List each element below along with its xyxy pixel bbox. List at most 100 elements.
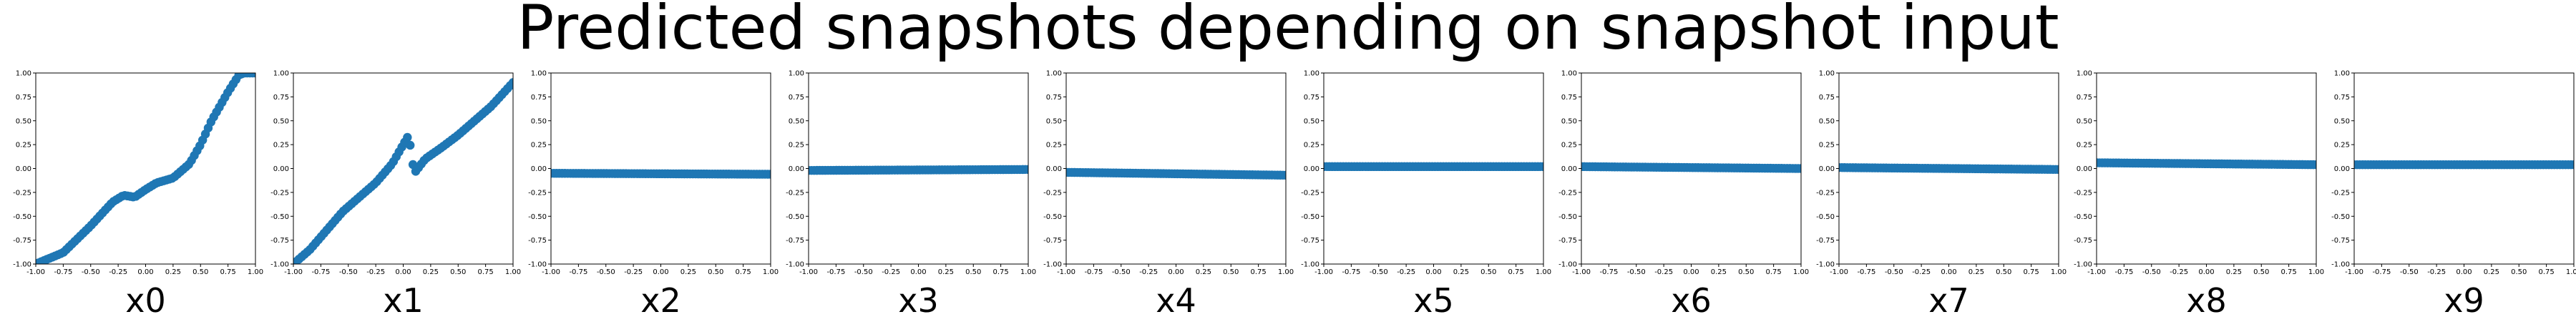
x-tick-label: -1.00 (542, 268, 560, 276)
x-tick-label: 1.00 (763, 268, 779, 276)
x-tick-label: -1.00 (1314, 268, 1333, 276)
y-tick-label: 0.25 (273, 142, 289, 150)
y-tick-label: -0.25 (1043, 189, 1062, 197)
y-tick-label: -1.00 (1043, 261, 1062, 269)
y-tick-label: 0.50 (1304, 117, 1319, 125)
x-tick-label: 0.50 (2253, 268, 2269, 276)
y-tick-label: 0.00 (789, 165, 804, 173)
subplot-x9: -1.00 -0.75 -0.50 -0.25 0.00 0.25 0.50 0.75 1.00… (2331, 70, 2576, 321)
y-tick-label: 0.25 (789, 142, 804, 150)
x-tick-label: 0.00 (137, 268, 153, 276)
y-tick-label: 0.75 (1819, 94, 1835, 102)
x-tick-label: 0.50 (1996, 268, 2011, 276)
subplot-x8: -1.00 -0.75 -0.50 -0.25 0.00 0.25 0.50 0.75 1.00… (2074, 70, 2324, 321)
x-tick-label: 0.75 (735, 268, 751, 276)
scatter-series (1066, 167, 1286, 180)
y-tick-label: 1.00 (2077, 70, 2092, 78)
x-tick-label: 1.00 (1020, 268, 1036, 276)
y-tick-label: 1.00 (531, 70, 547, 78)
x-tick-label: -1.00 (1830, 268, 1848, 276)
y-tick-label: -1.00 (2074, 261, 2092, 269)
x-tick-label: -0.25 (624, 268, 643, 276)
x-tick-label: 0.75 (477, 268, 493, 276)
x-tick-label: 0.00 (910, 268, 926, 276)
y-tick-label: -1.00 (270, 261, 289, 269)
y-tick-label: 0.00 (1819, 165, 1835, 173)
x-tick-label: 0.00 (1425, 268, 1441, 276)
data-point (2311, 160, 2316, 170)
x-tick-label: -0.75 (569, 268, 587, 276)
y-tick-label: -0.50 (528, 213, 547, 221)
y-tick-label: 0.75 (789, 94, 804, 102)
x-tick-label: 0.50 (192, 268, 208, 276)
y-tick-label: 0.50 (273, 117, 289, 125)
x-tick-label: -1.00 (799, 268, 818, 276)
y-tick-label: 0.00 (16, 165, 31, 173)
y-tick-label: 0.75 (1561, 94, 1577, 102)
x-tick-label: 0.00 (395, 268, 411, 276)
data-point (1538, 162, 1543, 172)
x-axis-label: x1 (383, 281, 424, 320)
x-tick-label: 0.50 (965, 268, 981, 276)
x-tick-label: -0.50 (1370, 268, 1388, 276)
y-tick-label: -0.25 (528, 189, 547, 197)
scatter-series (1839, 162, 2059, 175)
y-tick-label: -0.75 (1816, 237, 1835, 245)
x-tick-label: 1.00 (1536, 268, 1551, 276)
axes-frame (550, 72, 771, 265)
x-tick-label: -0.75 (1084, 268, 1103, 276)
x-tick-label: -0.50 (2142, 268, 2161, 276)
x-tick-label: -0.25 (2427, 268, 2446, 276)
scatter-series (36, 73, 255, 264)
x-tick-label: -0.50 (1112, 268, 1131, 276)
y-tick-label: 1.00 (2334, 70, 2350, 78)
x-tick-label: -0.75 (826, 268, 845, 276)
y-tick-label: 0.50 (1819, 117, 1835, 125)
y-tick-label: 0.25 (1304, 142, 1319, 150)
x-tick-label: -0.75 (1599, 268, 1618, 276)
y-tick-label: -0.75 (270, 237, 289, 245)
x-tick-label: 0.00 (1683, 268, 1699, 276)
y-tick-label: -1.00 (1301, 261, 1319, 269)
y-tick-label: 0.00 (1304, 165, 1319, 173)
x-tick-label: 0.75 (1250, 268, 1266, 276)
y-tick-label: -0.25 (2331, 189, 2350, 197)
y-tick-label: 0.25 (1561, 142, 1577, 150)
x-tick-label: -1.00 (1057, 268, 1075, 276)
x-tick-label: -0.75 (1857, 268, 1875, 276)
x-tick-label: 0.75 (992, 268, 1008, 276)
x-tick-label: -0.50 (1627, 268, 1646, 276)
data-point (1023, 165, 1028, 175)
y-tick-label: -0.50 (1558, 213, 1577, 221)
x-tick-label: 1.00 (2308, 268, 2324, 276)
y-tick-label: 0.25 (1819, 142, 1835, 150)
x-tick-label: -1.00 (26, 268, 45, 276)
x-tick-label: 0.50 (1480, 268, 1496, 276)
x-tick-label: 0.25 (1968, 268, 1984, 276)
figure-title: Predicted snapshots depending on snapsho… (517, 0, 2059, 64)
y-tick-label: 0.00 (531, 165, 547, 173)
data-point (766, 170, 771, 179)
x-tick-label: -1.00 (2087, 268, 2106, 276)
x-tick-label: -0.25 (1654, 268, 1673, 276)
subplot-x1: -1.00 -0.75 -0.50 -0.25 0.00 0.25 0.50 0.75 1.00… (270, 70, 521, 321)
y-tick-label: -1.00 (1558, 261, 1577, 269)
x-tick-label: -0.25 (2170, 268, 2188, 276)
y-tick-label: -1.00 (786, 261, 804, 269)
y-tick-label: 0.50 (16, 117, 31, 125)
x-tick-label: 0.75 (220, 268, 235, 276)
y-tick-label: 0.75 (1304, 94, 1319, 102)
x-tick-label: 0.00 (2456, 268, 2472, 276)
subplot-x0: -1.00 -0.75 -0.50 -0.25 0.00 0.25 0.50 0.75 1.00… (13, 70, 263, 321)
x-tick-label: -1.00 (1572, 268, 1591, 276)
subplot-x5: -1.00 -0.75 -0.50 -0.25 0.00 0.25 0.50 0.75 1.00… (1301, 70, 1551, 321)
y-tick-label: 0.75 (2077, 94, 2092, 102)
data-point (1281, 170, 1286, 180)
x-tick-label: 1.00 (248, 268, 263, 276)
data-point (1796, 164, 1801, 173)
y-tick-label: 0.50 (2077, 117, 2092, 125)
scatter-series (293, 78, 513, 264)
subplot-x2: -1.00 -0.75 -0.50 -0.25 0.00 0.25 0.50 0.75 1.00… (528, 70, 779, 321)
y-tick-label: -0.25 (1301, 189, 1319, 197)
